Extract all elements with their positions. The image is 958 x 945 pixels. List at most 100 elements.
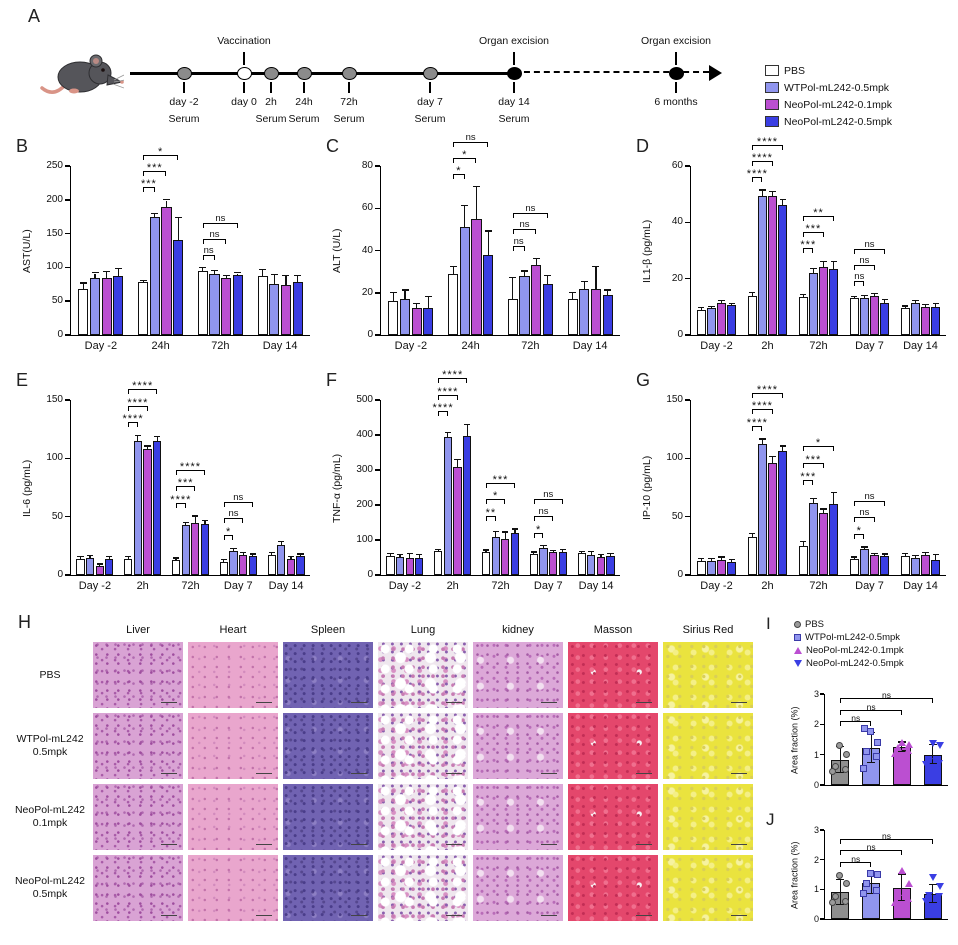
bar	[921, 555, 930, 575]
histology-tile-sirius-red	[663, 642, 753, 708]
error-bar	[863, 296, 865, 299]
sig-label: ns	[882, 830, 891, 841]
bar	[267, 555, 276, 575]
chart-F: F TNF-α (pg/mL) 0 100 200 300 400 500 Day -2 2h 72…	[322, 369, 632, 608]
error-bar	[863, 547, 865, 550]
sig-bracket: ns	[512, 236, 525, 251]
histology-tile-masson	[568, 784, 658, 850]
timeline-tick	[183, 82, 185, 93]
triangle-down-data-point	[935, 882, 944, 890]
error-bar-cap	[282, 275, 290, 277]
sig-label: ***	[141, 178, 157, 191]
error-bar-cap	[435, 548, 442, 550]
bar	[798, 545, 808, 575]
bar	[849, 298, 859, 335]
error-bar-cap	[597, 554, 604, 556]
error-bar	[710, 559, 712, 561]
timeline-tick	[675, 82, 677, 93]
sig-bracket: ****	[176, 461, 205, 475]
sig-bracket: ***	[800, 471, 815, 485]
y-tick-label: 1	[813, 884, 819, 895]
scale-bar	[541, 914, 557, 916]
panel-label-d: D	[636, 136, 649, 156]
error-bar-cap	[928, 883, 937, 885]
error-bar-cap	[125, 555, 132, 557]
timepoint-marker	[422, 67, 438, 80]
scale-bar	[351, 914, 367, 916]
square-data-point	[874, 739, 882, 747]
x-category-label: Day -2	[394, 340, 428, 352]
bar	[860, 298, 869, 335]
error-bar	[225, 276, 227, 278]
sig-label: **	[813, 207, 824, 220]
y-tick-label: 400	[356, 429, 373, 440]
y-tick-label: 200	[46, 193, 63, 205]
sig-label: ***	[177, 477, 194, 490]
histology-tile-spleen	[283, 855, 373, 921]
sig-bracket: *	[453, 165, 465, 179]
y-tick-label: 150	[666, 394, 683, 405]
y-tick-label: 60	[671, 160, 683, 171]
area-legend-label: WTPol-mL242-0.5mpk	[805, 632, 901, 643]
error-bar-cap	[530, 551, 537, 553]
y-tick-mark	[819, 888, 824, 890]
x-category-label: 72h	[181, 580, 200, 592]
error-bar	[437, 549, 439, 552]
error-bar	[409, 554, 411, 558]
error-bar	[271, 552, 273, 556]
bar	[296, 556, 305, 575]
bar	[911, 557, 920, 575]
error-bar-cap	[871, 552, 878, 554]
bar	[542, 284, 553, 335]
bar	[153, 440, 162, 575]
panel-label-c: C	[326, 136, 339, 156]
triangle-up-data-point	[890, 749, 899, 757]
sig-label: ****	[127, 396, 149, 409]
triangle-down-data-point	[924, 891, 933, 899]
legend-item: WTPol-mL242-0.5mpk	[765, 79, 892, 96]
legend-label: NeoPol-mL242-0.1mpk	[784, 98, 892, 111]
square-data-point	[867, 728, 875, 736]
error-bar	[194, 516, 196, 523]
error-bar	[932, 744, 934, 765]
histology-grid: Liver Heart Spleen Lung kidney Masson Sirius R…	[10, 612, 762, 945]
histology-tile-heart	[188, 642, 278, 708]
sig-label: ****	[437, 385, 459, 398]
sig-label: *	[456, 164, 462, 177]
bar	[829, 503, 839, 575]
x-category-label: 2h	[761, 580, 774, 592]
bar	[696, 561, 706, 575]
histology-tile-kidney	[473, 713, 563, 779]
scale-bar	[636, 701, 652, 703]
legend-item: NeoPol-mL242-0.5mpk	[765, 113, 892, 130]
error-bar-cap	[199, 266, 207, 269]
error-bar	[485, 550, 487, 553]
sig-label: ***	[805, 223, 822, 236]
y-tick-label: 100	[46, 261, 63, 273]
y-tick-mark	[684, 457, 690, 460]
error-bar-cap	[270, 273, 278, 275]
sig-bracket: ns	[533, 506, 554, 521]
error-bar-cap	[461, 204, 469, 207]
x-category-label: Day 7	[855, 580, 884, 592]
histology-tile-spleen	[283, 784, 373, 850]
sig-bracket: **	[486, 507, 496, 521]
square-data-point	[874, 871, 882, 878]
panel-label-e: E	[16, 370, 29, 390]
triangle-down-data-point	[934, 759, 943, 767]
bar	[510, 533, 519, 575]
error-bar-cap	[174, 216, 182, 219]
bar	[880, 302, 890, 335]
bar	[870, 295, 879, 335]
bar	[900, 308, 910, 335]
error-bar-cap	[240, 552, 247, 554]
error-bar	[108, 556, 110, 559]
triangle-down-data-point	[935, 742, 944, 750]
y-tick-mark	[819, 723, 824, 725]
legend-swatch	[765, 99, 779, 110]
y-tick-label: 1	[813, 749, 819, 760]
x-category-label: Day 14	[903, 340, 938, 352]
timeline-tick	[429, 82, 431, 93]
bar	[717, 302, 726, 335]
error-bar-cap	[830, 260, 837, 262]
